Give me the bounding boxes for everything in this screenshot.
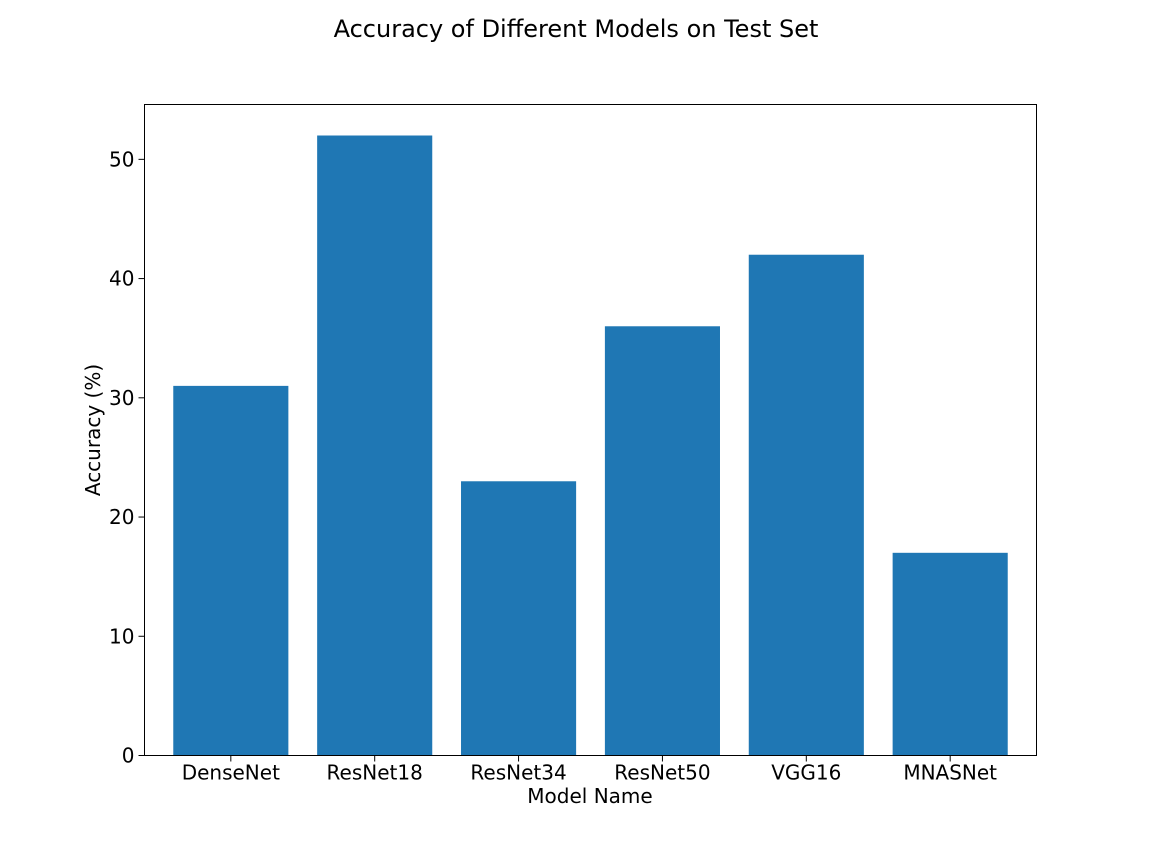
y-tick-label: 40	[109, 267, 134, 291]
bars	[173, 135, 1008, 756]
bar-densenet	[173, 385, 289, 756]
x-tick-label: MNASNet	[903, 761, 997, 785]
y-tick-label: 30	[109, 386, 134, 410]
y-tick-label: 0	[122, 744, 135, 768]
x-tick-label: ResNet34	[470, 761, 566, 785]
x-tick-label: ResNet50	[614, 761, 710, 785]
y-axis-label: Accuracy (%)	[81, 364, 105, 496]
x-tick-label: ResNet18	[327, 761, 423, 785]
chart-title: Accuracy of Different Models on Test Set	[334, 15, 819, 43]
x-tick-label: VGG16	[771, 761, 841, 785]
x-axis-label: Model Name	[527, 784, 652, 808]
y-tick-label: 10	[109, 624, 134, 648]
bar-resnet50	[604, 326, 720, 756]
y-tick-label: 50	[109, 147, 134, 171]
y-axis-ticks: 0 10 20 30 40 50	[109, 147, 145, 768]
x-axis-ticks: DenseNet ResNet18 ResNet34 ResNet50 VGG16 MNA…	[182, 755, 997, 785]
bar-resnet34	[461, 481, 577, 756]
bar-mnasnet	[892, 552, 1008, 756]
bar-resnet18	[317, 135, 433, 756]
plot-frame	[144, 104, 1037, 756]
bar-vgg16	[748, 254, 864, 756]
x-tick-label: DenseNet	[182, 761, 280, 785]
y-tick-label: 20	[109, 505, 134, 529]
